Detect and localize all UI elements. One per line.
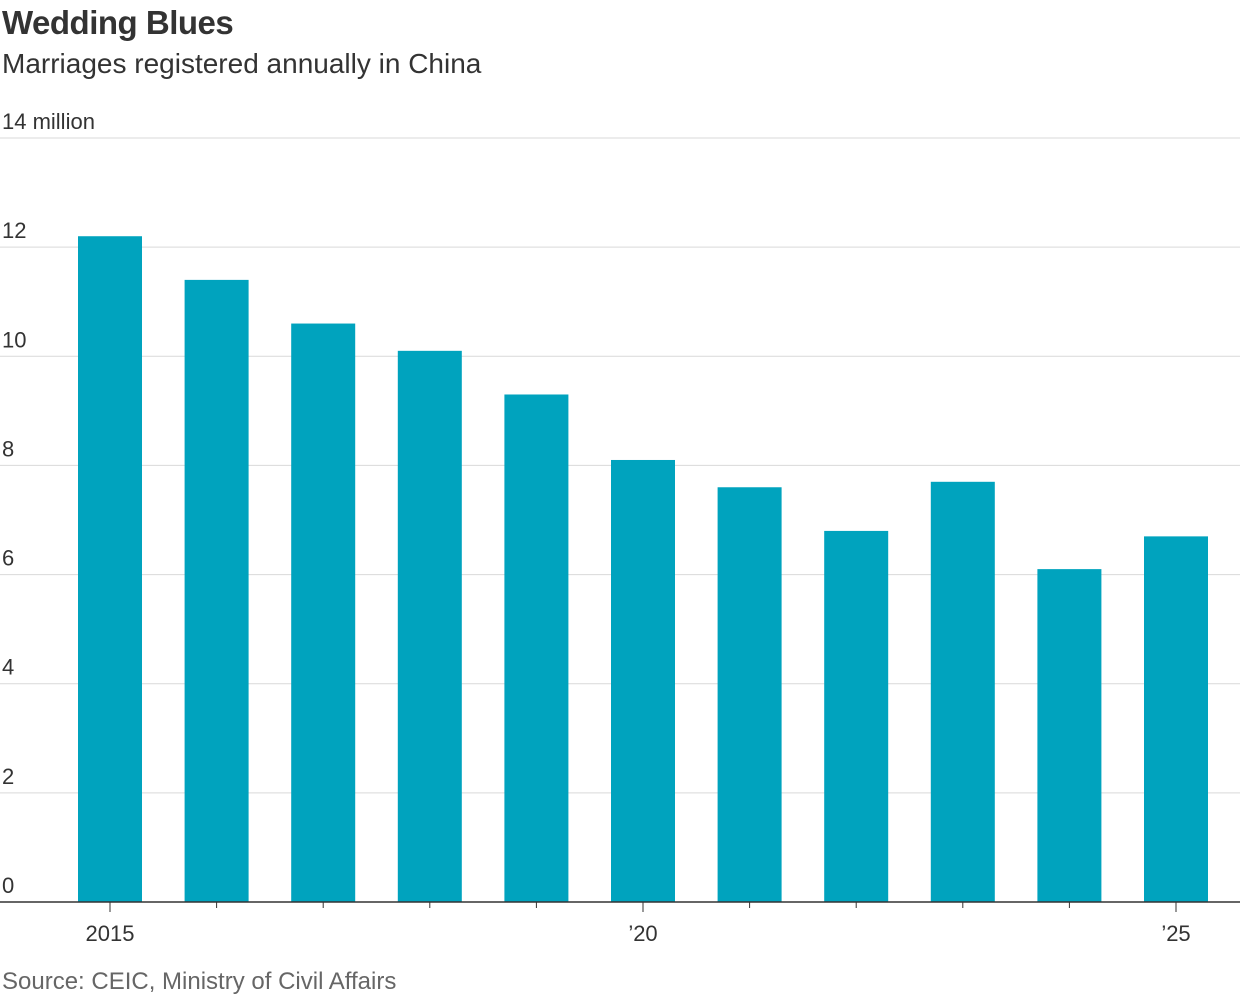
bar-chart: 0 2 4 6 8 10 12 14 million 2015 ’20 ’25 [0,109,1240,946]
bar-2021 [717,487,782,902]
chart-subtitle: Marriages registered annually in China [2,48,482,79]
x-tick-label: 2015 [86,921,135,946]
x-axis [0,901,1240,912]
x-tick-label: ’25 [1161,921,1190,946]
bar-2016 [184,279,249,902]
source-note: Source: CEIC, Ministry of Civil Affairs [2,968,397,995]
y-tick-label: 0 [2,873,14,898]
bar-2023 [930,481,995,902]
y-tick-label: 14 million [2,109,95,134]
y-tick-label: 10 [2,327,26,352]
bar-2017 [291,323,356,902]
bar-2024 [1037,569,1102,902]
bar-2020 [611,459,675,902]
bar-2015 [78,236,142,902]
x-tick-labels: 2015 ’20 ’25 [86,921,1191,946]
bar-2022 [824,530,889,902]
chart-title: Wedding Blues [2,4,234,41]
y-tick-labels: 0 2 4 6 8 10 12 14 million [2,109,95,898]
y-tick-label: 6 [2,546,14,571]
y-tick-label: 12 [2,218,26,243]
x-tick-label: ’20 [628,921,657,946]
y-tick-label: 8 [2,436,14,461]
y-tick-label: 2 [2,764,14,789]
y-tick-label: 4 [2,655,14,680]
bar-2019 [504,394,569,902]
bar-2025 [1144,536,1208,902]
bar-2018 [397,350,462,902]
bars [78,236,1208,902]
